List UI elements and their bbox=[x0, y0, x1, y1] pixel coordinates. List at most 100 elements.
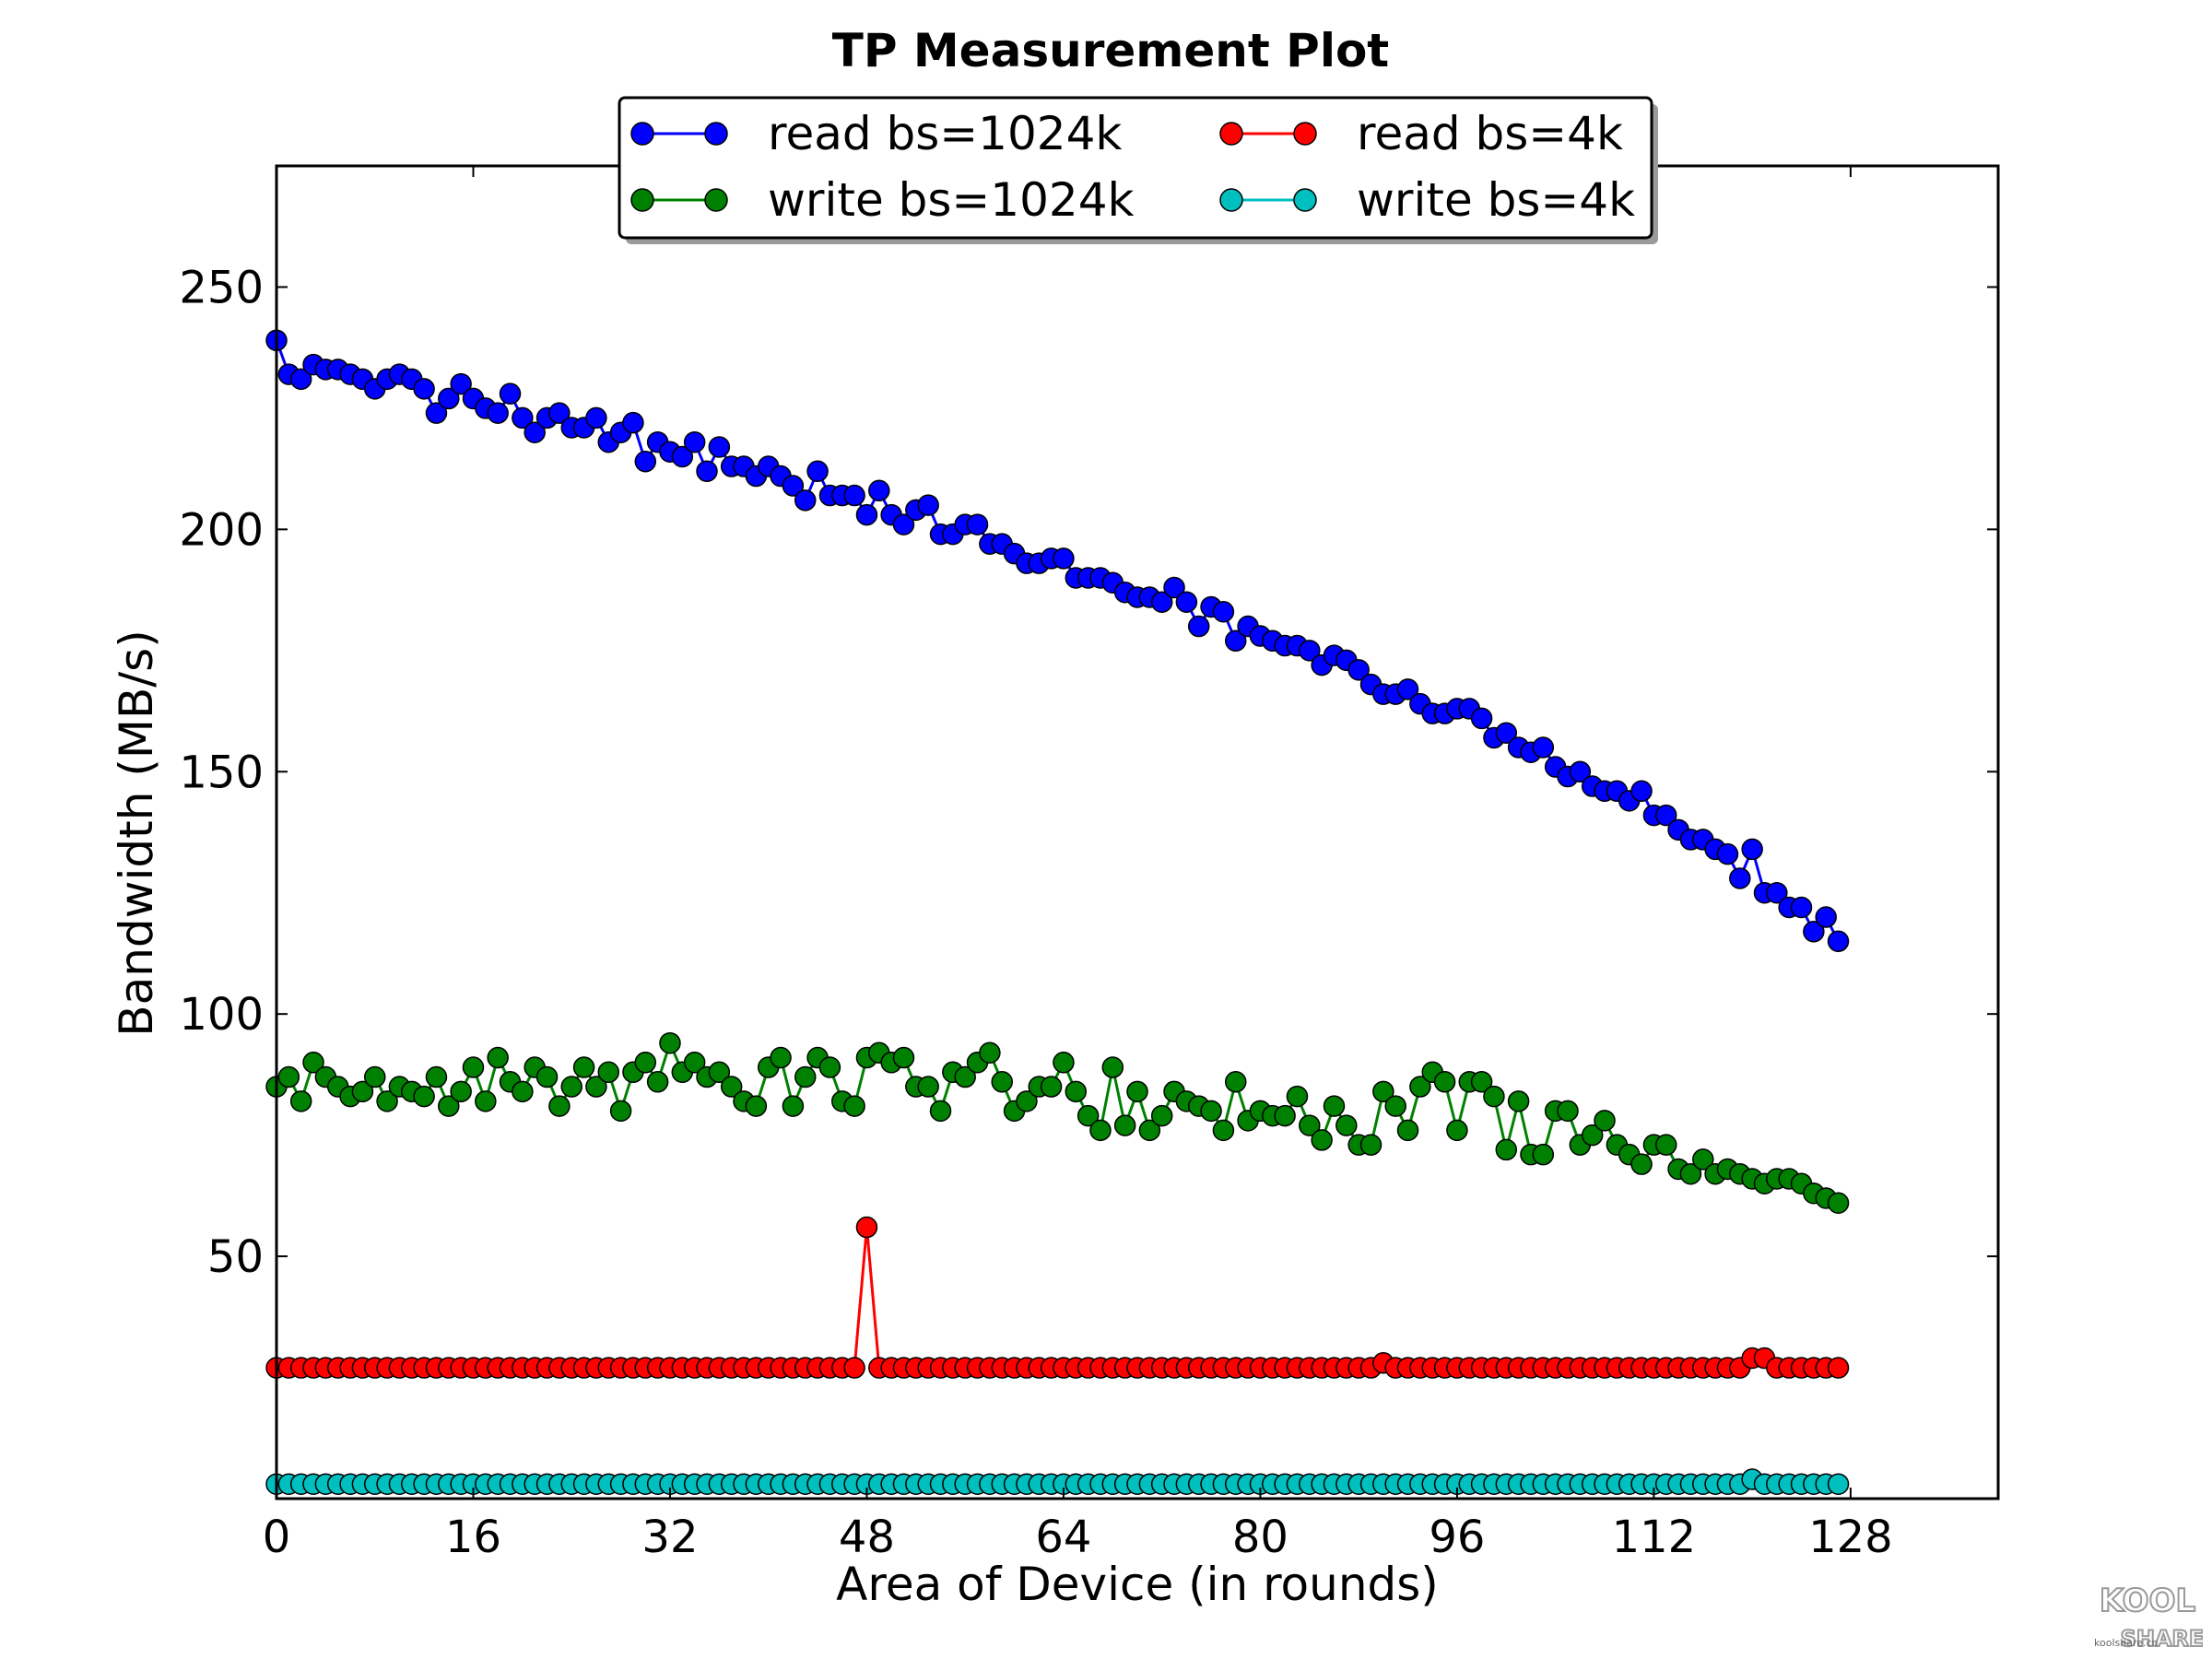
data-point-read-bs-4k bbox=[1827, 1357, 1850, 1379]
legend-label: write bs=1024k bbox=[768, 173, 1135, 227]
data-point-write-bs-1024k bbox=[548, 1095, 571, 1117]
data-point-read-bs-1024k bbox=[1827, 930, 1850, 953]
data-point-write-bs-1024k bbox=[560, 1076, 582, 1098]
data-point-read-bs-1024k bbox=[1187, 615, 1210, 638]
data-point-write-bs-1024k bbox=[277, 1065, 300, 1088]
data-point-write-bs-1024k bbox=[1311, 1129, 1333, 1151]
y-tick-label: 150 bbox=[179, 747, 264, 798]
x-tick-label: 16 bbox=[445, 1512, 501, 1563]
data-point-write-bs-1024k bbox=[1126, 1080, 1148, 1103]
data-point-write-bs-1024k bbox=[1077, 1104, 1100, 1127]
data-point-read-bs-1024k bbox=[524, 421, 546, 443]
y-tick-label: 250 bbox=[179, 262, 264, 313]
data-point-read-bs-1024k bbox=[499, 382, 522, 405]
data-point-read-bs-1024k bbox=[917, 494, 939, 516]
data-point-read-bs-4k bbox=[843, 1357, 865, 1379]
data-point-write-bs-1024k bbox=[1446, 1119, 1468, 1142]
data-point-write-bs-1024k bbox=[1113, 1114, 1136, 1136]
x-tick-label: 64 bbox=[1035, 1512, 1091, 1563]
legend-item-read-bs-4k: read bs=4k bbox=[1219, 107, 1623, 160]
y-axis-label: Bandwidth (MB/s) bbox=[110, 629, 163, 1036]
legend-items: read bs=1024k read bs=4k write bs=1024k wri… bbox=[630, 107, 1635, 227]
data-point-write-bs-1024k bbox=[1396, 1119, 1419, 1142]
data-point-write-bs-1024k bbox=[1827, 1192, 1850, 1215]
data-point-write-bs-1024k bbox=[1101, 1056, 1124, 1078]
y-tick-label: 200 bbox=[179, 504, 264, 556]
legend: read bs=1024k read bs=4k write bs=1024k wri… bbox=[618, 96, 1658, 244]
plot-background bbox=[276, 166, 1998, 1499]
data-point-read-bs-1024k bbox=[1224, 629, 1247, 653]
data-point-write-bs-1024k bbox=[1409, 1076, 1431, 1098]
data-point-read-bs-1024k bbox=[1729, 867, 1751, 889]
data-point-write-bs-1024k bbox=[475, 1090, 497, 1112]
data-point-write-bs-1024k bbox=[818, 1056, 841, 1078]
legend-item-write-bs-4k: write bs=4k bbox=[1219, 173, 1635, 227]
data-point-read-bs-1024k bbox=[1175, 591, 1198, 613]
data-point-write-bs-1024k bbox=[1581, 1124, 1604, 1147]
data-point-write-bs-1024k bbox=[892, 1046, 915, 1069]
data-point-write-bs-1024k bbox=[1299, 1114, 1321, 1136]
x-tick-label: 112 bbox=[1612, 1512, 1697, 1563]
x-tick-label: 32 bbox=[641, 1512, 698, 1563]
data-point-write-bs-1024k bbox=[1557, 1100, 1579, 1123]
data-point-write-bs-1024k bbox=[572, 1056, 595, 1078]
data-point-read-bs-1024k bbox=[1532, 736, 1555, 759]
data-point-write-bs-1024k bbox=[1507, 1090, 1530, 1112]
legend-marker bbox=[630, 188, 654, 212]
data-point-write-bs-1024k bbox=[954, 1065, 976, 1088]
data-point-read-bs-1024k bbox=[1347, 659, 1370, 681]
data-point-write-bs-1024k bbox=[363, 1065, 386, 1088]
legend-label: write bs=4k bbox=[1357, 173, 1635, 227]
data-point-write-bs-1024k bbox=[708, 1061, 731, 1084]
series-layer bbox=[265, 329, 1850, 1495]
data-point-read-bs-1024k bbox=[1630, 780, 1653, 803]
data-point-write-bs-1024k bbox=[1495, 1138, 1518, 1161]
data-point-write-bs-1024k bbox=[770, 1046, 792, 1069]
data-point-read-bs-1024k bbox=[892, 513, 915, 535]
data-point-write-bs-1024k bbox=[929, 1100, 952, 1123]
data-point-write-bs-1024k bbox=[1224, 1071, 1247, 1093]
data-point-read-bs-1024k bbox=[868, 479, 890, 502]
watermark: KOOL SHARE koolshare.cn bbox=[2094, 1582, 2203, 1653]
data-point-write-bs-1024k bbox=[1433, 1071, 1456, 1093]
data-point-read-bs-1024k bbox=[1716, 842, 1739, 865]
data-point-write-bs-1024k bbox=[585, 1076, 607, 1098]
data-point-write-bs-1024k bbox=[1065, 1080, 1088, 1103]
data-point-write-bs-1024k bbox=[683, 1052, 706, 1074]
data-point-read-bs-1024k bbox=[794, 489, 817, 512]
data-point-write-bs-1024k bbox=[413, 1085, 435, 1108]
data-point-read-bs-1024k bbox=[966, 513, 989, 535]
data-point-read-bs-1024k bbox=[1495, 722, 1518, 744]
series-write-bs-4k bbox=[265, 1468, 1850, 1495]
series-read-bs-1024k bbox=[265, 329, 1850, 953]
data-point-write-bs-1024k bbox=[1654, 1134, 1677, 1156]
data-point-read-bs-1024k bbox=[1163, 576, 1185, 599]
data-point-write-bs-1024k bbox=[609, 1100, 632, 1123]
data-point-write-bs-1024k bbox=[1053, 1052, 1075, 1074]
data-point-write-bs-1024k bbox=[917, 1076, 939, 1098]
data-point-read-bs-1024k bbox=[1212, 601, 1235, 623]
data-point-read-bs-1024k bbox=[512, 406, 534, 429]
data-point-read-bs-1024k bbox=[1766, 881, 1788, 904]
legend-marker bbox=[1293, 122, 1317, 146]
legend-marker bbox=[704, 188, 728, 212]
x-axis-label: Area of Device (in rounds) bbox=[836, 1558, 1439, 1611]
data-point-write-bs-1024k bbox=[1470, 1071, 1493, 1093]
data-point-write-bs-1024k bbox=[289, 1090, 312, 1112]
data-point-read-bs-1024k bbox=[1569, 760, 1592, 783]
data-point-write-bs-1024k bbox=[1483, 1085, 1505, 1108]
data-point-write-bs-1024k bbox=[1679, 1162, 1702, 1185]
y-tick-label: 100 bbox=[179, 989, 264, 1041]
data-point-write-bs-1024k bbox=[1212, 1119, 1235, 1142]
data-point-write-bs-1024k bbox=[745, 1095, 768, 1117]
x-tick-label: 80 bbox=[1232, 1512, 1288, 1563]
data-point-read-bs-1024k bbox=[425, 402, 448, 424]
legend-marker bbox=[704, 122, 728, 146]
data-point-write-bs-1024k bbox=[487, 1046, 509, 1069]
data-point-write-bs-1024k bbox=[1692, 1148, 1714, 1171]
x-tick-label: 0 bbox=[263, 1512, 291, 1563]
data-point-write-bs-1024k bbox=[1200, 1100, 1222, 1123]
data-point-read-bs-1024k bbox=[585, 406, 607, 429]
data-point-write-bs-1024k bbox=[843, 1095, 865, 1117]
